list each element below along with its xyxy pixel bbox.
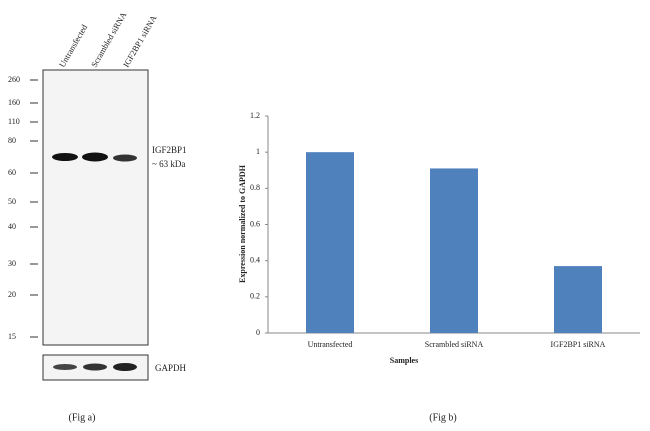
band-size: ~ 63 kDa <box>152 159 185 169</box>
marker-label: 15 <box>8 332 16 341</box>
y-tick-label: 0.8 <box>250 183 260 192</box>
lane-label: IGF2BP1 siRNA <box>121 13 159 69</box>
marker-label: 80 <box>8 136 16 145</box>
y-tick-label: 0.6 <box>250 219 260 228</box>
bar <box>430 168 478 333</box>
blot-band <box>113 154 137 162</box>
marker-label: 110 <box>8 117 20 126</box>
bar <box>554 266 602 333</box>
x-tick-label: Untransfected <box>308 340 353 349</box>
marker-label: 30 <box>8 259 16 268</box>
marker-label: 40 <box>8 222 16 231</box>
gapdh-band <box>113 363 137 371</box>
y-tick-label: 1 <box>256 147 260 156</box>
y-axis-label: Expression normalized to GAPDH <box>238 164 247 283</box>
x-axis-label: Samples <box>390 356 418 365</box>
blot-band <box>52 153 78 161</box>
y-tick-label: 0 <box>256 328 260 337</box>
gapdh-band <box>83 363 107 371</box>
marker-label: 160 <box>8 98 20 107</box>
y-tick-label: 0.4 <box>250 255 260 264</box>
marker-label: 260 <box>8 75 20 84</box>
band-label: IGF2BP1 <box>152 145 187 155</box>
blot-band <box>82 152 108 162</box>
marker-label: 50 <box>8 197 16 206</box>
bar <box>306 152 354 333</box>
gapdh-band <box>53 364 77 370</box>
lane-label: Untransfected <box>57 22 90 69</box>
marker-label: 20 <box>8 290 16 299</box>
caption: (Fig b) <box>429 412 457 423</box>
x-tick-label: IGF2BP1 siRNA <box>551 340 606 349</box>
y-tick-label: 1.2 <box>250 111 260 120</box>
y-tick-label: 0.2 <box>250 292 260 301</box>
x-tick-label: Scrambled siRNA <box>425 340 484 349</box>
caption: (Fig a) <box>69 412 96 423</box>
blot-membrane <box>42 69 149 346</box>
control-label: GAPDH <box>155 363 187 373</box>
marker-label: 60 <box>8 168 16 177</box>
